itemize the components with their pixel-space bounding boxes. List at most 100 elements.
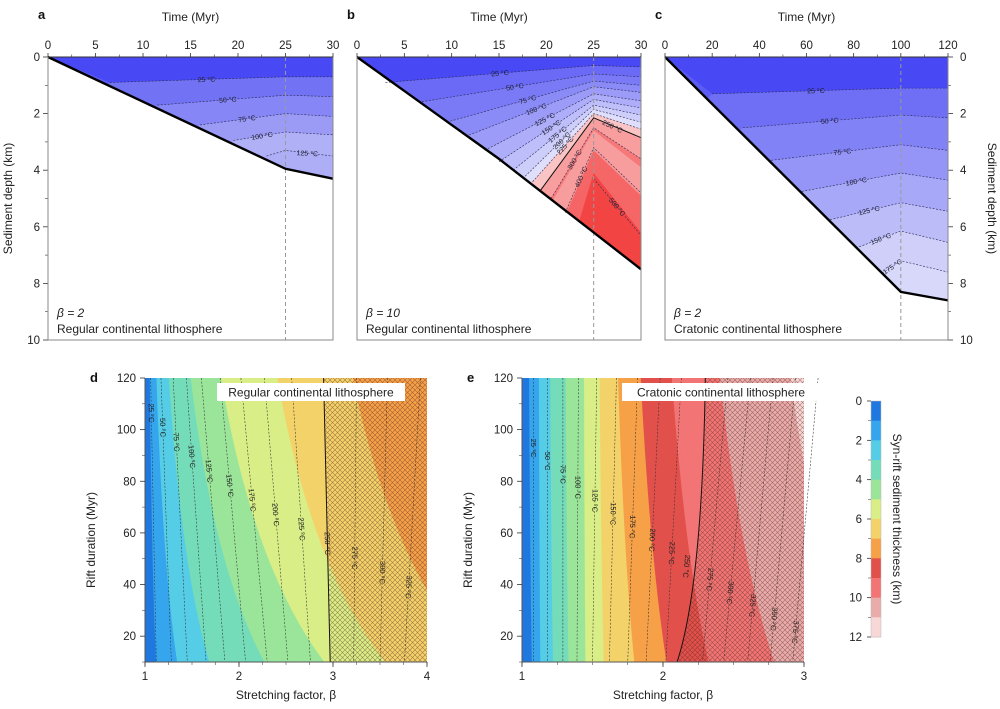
x-tick-label: 5 (401, 40, 407, 52)
x-tick-label: 3 (330, 671, 336, 683)
isotherm-line (564, 147, 642, 213)
isotherm-label: 75 °C (238, 114, 256, 124)
isotherm-line (513, 104, 642, 171)
y-tick-label: 4 (960, 165, 967, 177)
x-tick-label: 30 (635, 40, 648, 52)
y-axis-label: Rift duration (Myr) (84, 492, 98, 588)
isotherm-label: 100 °C (251, 131, 273, 142)
isotherm-label: 100 °C (573, 476, 582, 500)
isotherm-line (240, 377, 268, 663)
x-tick-label: 60 (800, 40, 813, 52)
isotherm-label: 25 °C (491, 69, 509, 78)
isotherm-label: 150 °C (224, 474, 235, 498)
isotherm-line (291, 377, 311, 663)
colorbar-swatch (871, 597, 881, 618)
y-tick-label: 2 (960, 109, 966, 121)
x-axis-label: Stretching factor, β (613, 688, 713, 702)
basement-line (356, 56, 642, 271)
panel-d: 25 °C50 °C75 °C 100 °C 125 °C 150 °C 175 °C 2… (84, 370, 431, 702)
y-tick-label: 100 (117, 425, 136, 437)
isotherm-line (609, 377, 617, 663)
isotherm-label: 25 °C (198, 76, 216, 85)
y-tick-label: 8 (960, 278, 966, 290)
isotherm-label: 250 °C (681, 554, 692, 578)
x-tick-label: 15 (184, 40, 197, 52)
temp-band (665, 57, 948, 94)
isotherm-line (109, 76, 333, 83)
lithosphere-annotation: Cratonic continental lithosphere (674, 322, 842, 336)
isotherm-label: 200 °C (270, 503, 281, 527)
colorbar-tick-label: 4 (856, 475, 863, 487)
isotherm-label: 175 °C (247, 488, 258, 512)
panel-label: e (467, 370, 474, 385)
y-tick-label: 8 (34, 278, 40, 290)
basement-line (47, 55, 334, 180)
isotherm-line (186, 377, 207, 663)
panel-label: a (38, 7, 46, 22)
x-tick-label: 120 (938, 40, 957, 52)
x-tick-label: 30 (327, 40, 340, 52)
isotherm-label: 100 °C (845, 176, 868, 188)
y-tick-label: 10 (27, 335, 40, 347)
x-tick-label: 80 (847, 40, 860, 52)
isotherm-label: 225 °C (667, 541, 677, 565)
isotherm-label: 50 °C (821, 117, 839, 126)
beta-annotation: β = 2 (673, 306, 702, 320)
y-tick-label: 100 (494, 425, 513, 437)
colorbar-swatch (871, 578, 881, 599)
x-tick-label: 3 (801, 671, 807, 683)
beta-annotation: β = 10 (365, 306, 400, 320)
colorbar-tick-label: 2 (856, 435, 862, 447)
colorbar: 0 2 4 6 8 10 12 Syn-rift sediment thickness (km… (849, 396, 904, 644)
isotherm-line (157, 94, 334, 106)
x-tick-label: 1 (519, 671, 525, 683)
isotherm-label: 75 °C (558, 465, 567, 484)
colorbar-tick-label: 0 (856, 396, 862, 408)
isotherm-line (160, 377, 172, 663)
isotherm-label: 225 °C (296, 517, 307, 541)
panel-label: c (655, 7, 662, 22)
y-tick-label: 120 (117, 373, 136, 385)
isotherm-label: 200 °C (647, 528, 657, 552)
y-tick-label: 40 (123, 580, 136, 592)
x-axis-label: Time (Myr) (162, 10, 220, 24)
sediment-fill (48, 57, 333, 179)
panel-label: d (90, 370, 98, 385)
x-tick-label: 20 (540, 40, 553, 52)
hatched-region (677, 378, 804, 662)
isotherm-line (576, 377, 579, 663)
x-tick-label: 100 (891, 40, 910, 52)
y-tick-label: 0 (960, 52, 966, 64)
isotherm-line (676, 377, 706, 663)
isotherm-line (150, 377, 157, 663)
y-tick-label: 0 (34, 52, 40, 64)
beta-annotation: β = 2 (56, 306, 85, 320)
isotherm-label: 25 °C (147, 403, 156, 423)
isotherm-label: 25 °C (807, 87, 825, 96)
panel-label: b (347, 7, 355, 22)
isotherm-line (592, 377, 598, 663)
isotherm-line (645, 377, 661, 663)
y-tick-label: 6 (960, 222, 966, 234)
isotherm-line (264, 377, 289, 663)
temp-band (357, 57, 641, 83)
isotherm-label: 250 °C (323, 532, 333, 556)
x-tick-label: 0 (662, 40, 668, 52)
isotherm-label: 100 °C (187, 445, 198, 469)
isotherm-label: 75 °C (833, 147, 851, 157)
isotherm-line (593, 178, 642, 236)
y-tick-label: 4 (34, 165, 41, 177)
basement-line (664, 56, 949, 302)
colorbar-swatch (871, 538, 881, 559)
y-tick-label: 2 (34, 109, 40, 121)
hatched-region (323, 378, 427, 662)
y-tick-label: 40 (500, 580, 513, 592)
colorbar-swatch (871, 558, 881, 579)
colorbar-tick-label: 8 (856, 553, 862, 565)
y-tick-label: 80 (500, 476, 513, 488)
y-tick-label: 60 (123, 528, 136, 540)
isotherm-label: 125 °C (296, 149, 318, 158)
